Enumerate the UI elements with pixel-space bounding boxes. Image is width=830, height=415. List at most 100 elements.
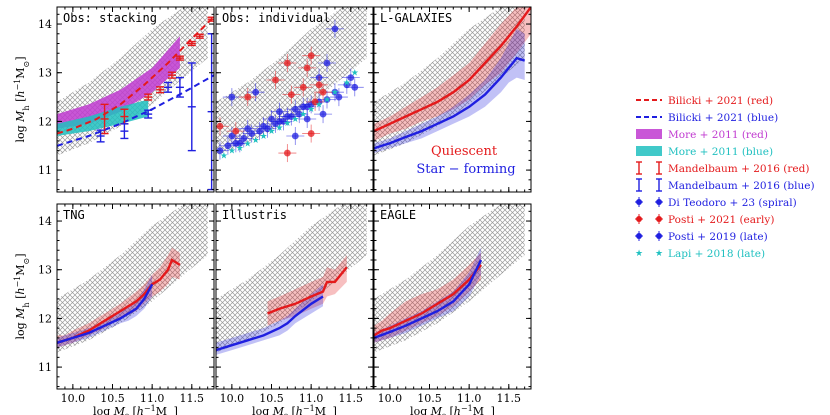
lapi-2018-late-star: ★ [244, 139, 252, 149]
point-marker [232, 139, 240, 147]
legend-swatch [656, 216, 662, 222]
panel-illustris-plot-area [216, 204, 367, 355]
posti-2021-early-point [294, 78, 313, 97]
legend-swatch [636, 199, 642, 205]
x-tick-label: 10.5 [100, 392, 125, 405]
bilicki-2021-blue-line [57, 74, 214, 147]
point-marker [283, 149, 291, 157]
panel-l-galaxies-plot-area [374, 7, 531, 156]
legend-label: Mandelbaum + 2016 (red) [668, 163, 809, 175]
lapi-2018-late-star: ★ [299, 110, 307, 120]
posti-2019-late-point [226, 134, 245, 153]
mandelbaum-2016-blue-errorbar [164, 81, 173, 93]
di-teodoro-23-spiral-point [222, 88, 241, 107]
mandelbaum-2016-blue-errorbar [187, 62, 196, 152]
posti-2021-early-point [278, 53, 297, 72]
x-axis-label: log M* [h−1M⊙] [93, 404, 178, 415]
lapi-2018-late-star: ★ [220, 151, 228, 161]
mandelbaum-2016-red-errorbar [167, 71, 176, 79]
point-marker [287, 113, 295, 120]
lapi-2018-late-star: ★ [323, 96, 331, 106]
x-axis-label: log M* [h−1M⊙] [410, 404, 495, 415]
point-marker [283, 59, 291, 67]
di-teodoro-23-spiral-point [286, 127, 305, 146]
point-marker [240, 135, 248, 142]
point-marker [343, 81, 351, 89]
point-marker [319, 110, 327, 118]
point-marker [303, 115, 311, 123]
mandelbaum-2016-red-errorbar [195, 33, 204, 39]
lapi-2018-late-star: ★ [260, 132, 268, 142]
posti-2021-early-point [266, 71, 285, 90]
reference-band [374, 7, 525, 156]
legend-label: More + 2011 (blue) [668, 146, 773, 158]
point-marker [216, 147, 224, 155]
posti-2021-early-point [282, 85, 301, 104]
di-teodoro-23-spiral-point [238, 119, 257, 138]
posti-2021-early-point [238, 88, 257, 107]
legend-item-posti-2021-early: Posti + 2021 (early) [635, 214, 774, 226]
panel-obs-stacking-title: Obs: stacking [63, 11, 157, 25]
lapi-2018-late-star: ★ [252, 136, 260, 146]
point-marker [331, 25, 339, 33]
point-marker [252, 88, 260, 96]
point-marker [291, 132, 299, 140]
point-marker [264, 125, 271, 133]
posti-2021-early-point [302, 46, 321, 65]
legend-item-posti-2019-late: Posti + 2019 (late) [635, 231, 768, 243]
panel-eagle-title: EAGLE [380, 208, 416, 222]
star-forming-line [374, 56, 526, 150]
posti-2021-early-point [314, 83, 333, 102]
lapi-2018-late-star: ★ [343, 78, 351, 88]
point-marker [351, 83, 359, 91]
point-marker [228, 93, 236, 101]
legend-label: Mandelbaum + 2016 (blue) [668, 180, 815, 192]
lapi-2018-late-star: ★ [236, 144, 244, 154]
y-axis-label: log Mh [h−1M⊙] [13, 56, 31, 142]
panel-tng-title: TNG [63, 208, 85, 222]
legend: Bilicki + 2021 (red) Bilicki + 2021 (blue… [635, 95, 815, 260]
legend-item-mandelbaum-2016-red: Mandelbaum + 2016 (red) [636, 161, 809, 175]
di-teodoro-23-spiral-point [341, 68, 360, 87]
posti-2021-early-point [216, 117, 229, 136]
lapi-2018-late-star: ★ [283, 119, 291, 129]
legend-item-bilicki-2021-red: Bilicki + 2021 (red) [636, 95, 773, 107]
posti-2019-late-point [274, 112, 293, 131]
legend-item-lapi-2018-late: ★ ★ Lapi + 2018 (late) [635, 248, 765, 260]
mandelbaum-2016-red-errorbar [100, 103, 109, 135]
panel-illustris-frame [215, 203, 374, 390]
point-marker [347, 74, 355, 81]
legend-item-more-2011-red: More + 2011 (red) [636, 129, 768, 141]
blue-line [57, 283, 154, 344]
legend-item-more-2011-blue: More + 2011 (blue) [636, 146, 773, 158]
point-marker [291, 105, 299, 113]
posti-2019-late-point [298, 97, 317, 116]
lapi-2018-late-star: ★ [228, 147, 236, 157]
x-tick-label: 10.0 [378, 392, 403, 405]
annotation-star-forming: Star − forming [416, 162, 515, 177]
point-marker [224, 142, 232, 150]
lapi-2018-late-star: ★ [275, 123, 283, 133]
legend-swatch [656, 199, 662, 205]
legend-swatch: ★ [655, 249, 663, 259]
point-marker [299, 83, 307, 91]
quiescent-band [374, 7, 531, 141]
legend-label: Lapi + 2018 (late) [668, 248, 765, 260]
di-teodoro-23-spiral-point [246, 83, 265, 102]
panel-obs-stacking: 11 12 13 14 log Mh [h−1M⊙] Obs: stacking [13, 6, 215, 193]
mandelbaum-2016-blue-errorbar [175, 76, 184, 98]
mandelbaum-2016-red-errorbar [175, 55, 184, 61]
panel-tng: 11 12 13 14 log Mh [h−1M⊙] 10.0 10.5 11.0 11.5lo… [13, 203, 215, 415]
red-line [374, 264, 482, 337]
point-marker [303, 103, 311, 111]
point-marker [323, 59, 331, 67]
di-teodoro-23-spiral-point [318, 53, 337, 72]
more-2011-red-band [57, 36, 180, 129]
point-marker [272, 120, 279, 128]
red-band [374, 252, 481, 343]
x-tick-label: 11.5 [339, 392, 364, 405]
legend-label: Bilicki + 2021 (blue) [668, 112, 778, 124]
point-marker [268, 115, 275, 123]
point-marker [232, 127, 240, 135]
